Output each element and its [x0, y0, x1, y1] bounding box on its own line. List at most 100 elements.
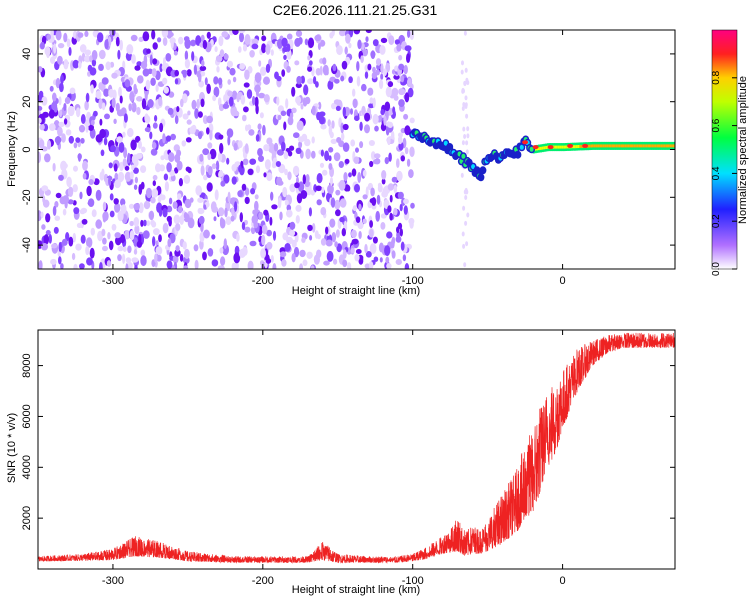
noise-blob — [332, 63, 337, 72]
noise-blob — [101, 228, 106, 237]
noise-blob — [461, 106, 465, 111]
signal-core — [610, 144, 613, 148]
noise-blob — [130, 139, 137, 151]
noise-blob — [108, 240, 114, 251]
noise-blob — [123, 113, 128, 123]
noise-blob — [104, 39, 109, 50]
noise-blob — [291, 239, 297, 248]
noise-blob — [189, 126, 196, 135]
noise-blob — [175, 223, 181, 232]
noise-blob — [141, 60, 148, 70]
noise-blob — [313, 184, 317, 193]
noise-blob — [399, 35, 403, 46]
noise-blob — [104, 113, 110, 120]
noise-blob — [102, 211, 109, 222]
noise-blob — [281, 37, 288, 48]
noise-blob — [242, 44, 248, 52]
noise-blob — [342, 249, 347, 259]
noise-blob — [390, 238, 395, 249]
noise-blob — [317, 42, 321, 50]
noise-blob — [313, 76, 317, 85]
noise-blob — [380, 222, 386, 230]
noise-blob — [90, 84, 94, 94]
noise-blob — [276, 149, 284, 156]
snr-series-line — [38, 332, 675, 564]
noise-blob — [220, 180, 226, 187]
noise-blob — [307, 37, 315, 49]
noise-blob — [206, 115, 214, 124]
noise-blob — [77, 153, 82, 162]
x-tick-label: -100 — [402, 275, 424, 287]
noise-blob — [261, 234, 266, 246]
signal-core — [536, 147, 539, 151]
noise-blob — [243, 106, 249, 113]
noise-blob — [134, 176, 138, 184]
noise-blob — [38, 66, 43, 73]
snr-ylabel: SNR (10 * v/v) — [6, 413, 18, 483]
signal-peak — [522, 140, 529, 145]
noise-blob — [63, 32, 68, 43]
noise-blob — [407, 78, 412, 87]
noise-blob — [298, 141, 303, 149]
noise-blob — [152, 236, 156, 247]
noise-blob — [168, 197, 173, 205]
noise-blob — [461, 140, 465, 146]
noise-blob — [353, 30, 361, 35]
signal-core — [651, 144, 654, 148]
noise-blob — [144, 91, 148, 101]
noise-blob — [138, 36, 144, 43]
signal-core — [669, 144, 672, 148]
noise-blob — [343, 220, 348, 231]
noise-blob — [342, 142, 350, 152]
noise-blob — [283, 54, 287, 61]
noise-blob — [227, 191, 231, 203]
noise-blob — [155, 84, 159, 92]
noise-blob — [43, 234, 49, 245]
noise-blob — [361, 83, 367, 92]
noise-blob — [281, 259, 287, 267]
noise-blob — [238, 248, 246, 258]
noise-blob — [99, 262, 103, 269]
noise-blob — [38, 210, 42, 222]
noise-blob — [257, 123, 262, 130]
y-tick-label: 20 — [21, 96, 33, 108]
noise-blob — [137, 75, 144, 84]
signal-core — [615, 144, 618, 148]
noise-blob — [300, 190, 308, 199]
signal-peak — [567, 143, 574, 148]
noise-blob — [88, 124, 94, 131]
noise-blob — [142, 230, 150, 239]
noise-blob — [391, 250, 396, 259]
noise-blob — [327, 184, 334, 194]
noise-blob — [71, 252, 76, 261]
noise-blob — [462, 102, 466, 107]
noise-blob — [276, 180, 284, 186]
noise-blob — [203, 229, 210, 239]
noise-blob — [466, 126, 470, 132]
signal-core — [656, 144, 659, 148]
noise-blob — [162, 208, 168, 218]
noise-blob — [465, 77, 469, 83]
noise-blob — [208, 123, 214, 134]
noise-blob — [393, 95, 399, 101]
noise-blob — [99, 118, 103, 126]
noise-blob — [44, 46, 51, 56]
noise-blob — [277, 197, 282, 209]
noise-blob — [98, 82, 103, 90]
noise-blob — [357, 39, 362, 50]
noise-blob — [131, 102, 137, 113]
noise-blob — [193, 64, 197, 75]
noise-blob — [305, 148, 311, 160]
noise-blob — [170, 38, 174, 49]
noise-blob — [147, 99, 154, 108]
noise-blob — [328, 163, 333, 170]
noise-blob — [399, 203, 403, 212]
signal-core — [663, 144, 667, 148]
noise-blob — [315, 68, 321, 76]
noise-blob — [252, 209, 257, 215]
noise-blob — [206, 182, 213, 192]
noise-blob — [286, 33, 293, 40]
noise-blob — [86, 185, 92, 197]
noise-blob — [75, 107, 81, 118]
noise-blob — [385, 256, 390, 264]
